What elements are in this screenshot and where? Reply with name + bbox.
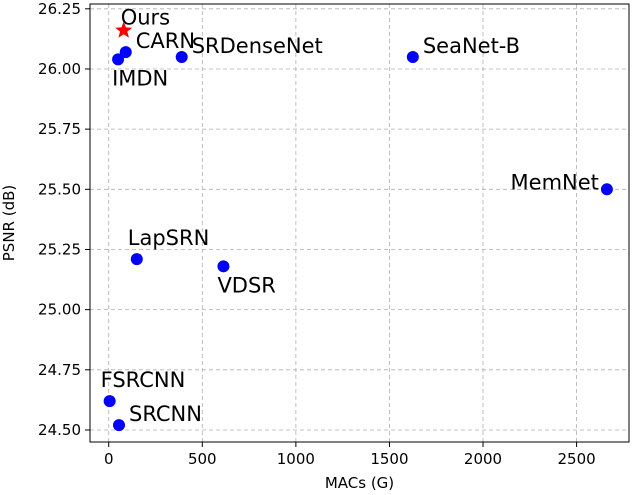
point-lapsrn-label: LapSRN xyxy=(128,226,210,250)
x-tick-label: 0 xyxy=(104,450,114,468)
point-imdn-label: IMDN xyxy=(112,66,168,90)
point-fsrcnn-label: FSRCNN xyxy=(101,368,186,392)
axis-ticks: 0 500 1000 1500 2000 2500 24.50 24.75 25.00 25.25… xyxy=(38,0,596,468)
point-srcnn-label: SRCNN xyxy=(129,402,202,426)
x-tick-label: 2000 xyxy=(464,450,502,468)
y-axis-title: PSNR (dB) xyxy=(0,185,18,262)
y-tick-label: 25.50 xyxy=(38,180,81,198)
point-ours-label: Ours xyxy=(121,5,170,29)
y-tick-label: 26.25 xyxy=(38,0,81,18)
y-tick-label: 24.50 xyxy=(38,421,81,439)
point-carn-label: CARN xyxy=(136,29,195,53)
y-tick-label: 26.00 xyxy=(38,60,81,78)
point-seanet-b-label: SeaNet-B xyxy=(423,34,520,58)
x-tick-label: 500 xyxy=(188,450,217,468)
point-ours-marker xyxy=(115,21,133,38)
x-tick-label: 1000 xyxy=(277,450,315,468)
point-srdensenet-marker xyxy=(175,50,188,63)
y-tick-label: 25.75 xyxy=(38,120,81,138)
point-seanet-b-marker xyxy=(406,50,419,63)
point-srcnn-marker xyxy=(113,419,126,432)
x-axis-title: MACs (G) xyxy=(325,474,394,492)
plot-area-frame xyxy=(89,3,630,443)
point-vdsr-label: VDSR xyxy=(217,273,275,297)
point-fsrcnn-marker xyxy=(103,395,116,408)
point-srdensenet-label: SRDenseNet xyxy=(192,34,323,58)
x-tick-label: 2500 xyxy=(558,450,596,468)
y-tick-label: 24.75 xyxy=(38,361,81,379)
x-tick-label: 1500 xyxy=(370,450,408,468)
y-tick-label: 25.00 xyxy=(38,301,81,319)
point-memnet-marker xyxy=(600,183,613,196)
point-imdn-marker xyxy=(112,53,125,66)
point-lapsrn-marker xyxy=(130,253,143,266)
point-carn-marker xyxy=(119,46,132,59)
grid-lines xyxy=(90,4,629,442)
point-vdsr-marker xyxy=(217,260,230,273)
y-tick-label: 25.25 xyxy=(38,240,81,258)
point-memnet-label: MemNet xyxy=(511,170,599,194)
